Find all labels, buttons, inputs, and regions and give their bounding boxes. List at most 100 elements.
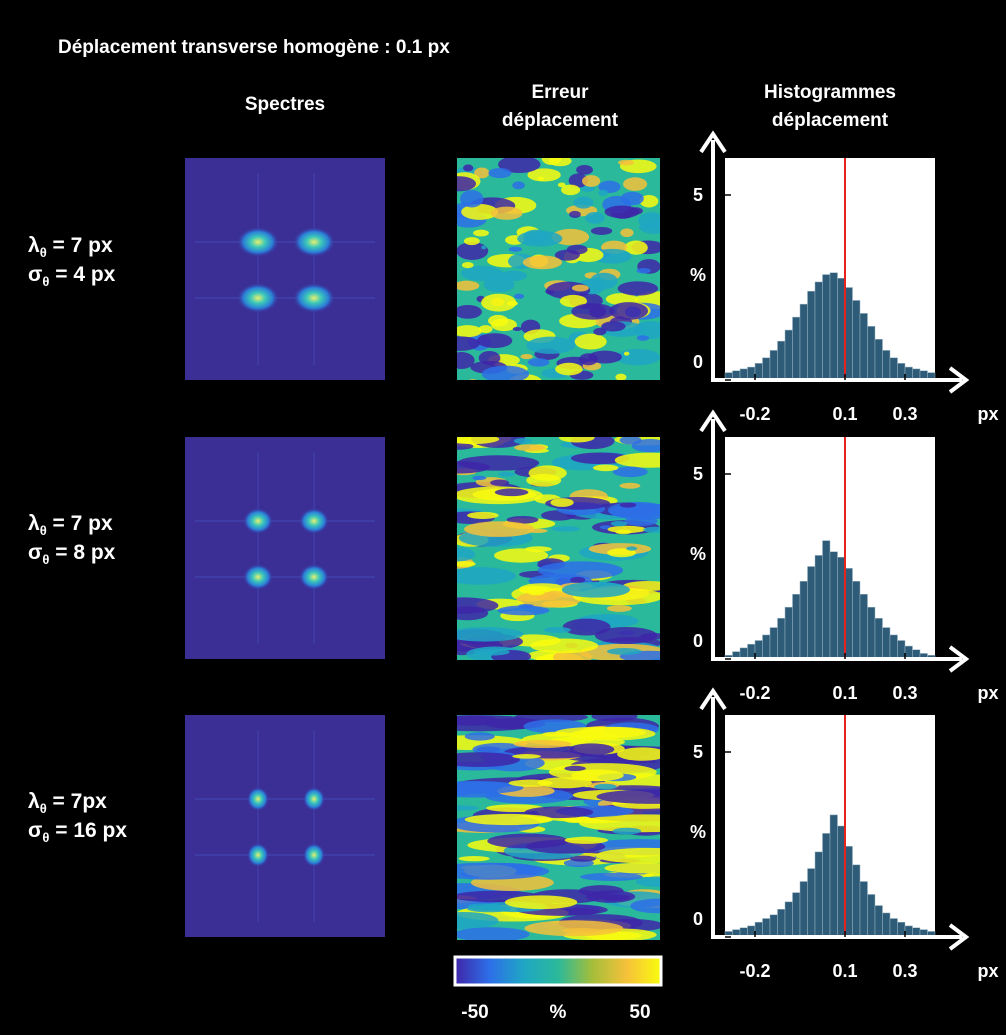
row-label: λθ = 7px — [28, 790, 107, 816]
error-map-blob — [639, 194, 659, 208]
histogram-bar — [769, 914, 778, 938]
spectrum-peak — [237, 283, 279, 313]
error-map-blob — [457, 805, 479, 811]
error-map-blob — [512, 754, 542, 759]
spectrum-peak — [299, 564, 329, 590]
error-map-blob — [638, 220, 660, 234]
error-map-blob — [580, 872, 643, 881]
error-map-blob — [590, 272, 618, 290]
error-map-blob — [635, 876, 660, 887]
error-map-blob — [604, 862, 660, 874]
row-label-subscript: θ — [42, 830, 49, 845]
row-label-text: = 7 px — [47, 512, 113, 535]
row-label-symbol: λ — [28, 234, 40, 257]
histogram-bar — [807, 868, 816, 938]
error-map-blob — [514, 293, 525, 299]
error-map-blob — [619, 482, 641, 489]
error-map-blob — [606, 604, 632, 612]
y-axis-arrow — [699, 409, 727, 433]
y-tick-label: 5 — [693, 185, 703, 205]
error-map-blob — [571, 769, 624, 782]
error-map-blob — [520, 354, 533, 360]
histogram-bar — [784, 606, 793, 660]
x-tick-label: 0.3 — [892, 683, 917, 703]
error-map-blob — [561, 184, 581, 196]
error-map-blob — [522, 255, 563, 270]
histogram-bar — [762, 357, 771, 381]
error-map-blob — [457, 927, 530, 940]
spectrum-peak — [293, 227, 335, 257]
error-map — [457, 715, 660, 940]
error-map-blob — [457, 442, 474, 450]
error-map-blob — [590, 226, 613, 235]
error-map-blob — [498, 471, 515, 477]
error-map-blob — [609, 503, 660, 520]
error-map-blob — [615, 373, 627, 380]
histogram-bar — [852, 300, 861, 381]
error-map-blob — [558, 437, 595, 443]
error-map-blob — [494, 548, 549, 563]
error-map-blob — [464, 732, 495, 741]
y-axis-arrow — [699, 687, 727, 711]
error-map-blob — [620, 228, 634, 238]
histogram-bar — [844, 287, 853, 381]
error-map-blob — [514, 444, 546, 452]
error-map-blob — [457, 781, 524, 794]
error-map-blob — [506, 515, 539, 524]
error-map-blob — [481, 293, 517, 312]
y-axis-label: % — [690, 544, 706, 564]
error-map-blob — [481, 245, 487, 250]
x-tick-label: -0.2 — [739, 961, 770, 981]
error-map-blob — [626, 546, 638, 551]
error-map-blob — [469, 379, 477, 380]
error-map-blob — [461, 204, 499, 220]
error-map-blob — [524, 806, 594, 819]
row-label-symbol: σ — [28, 263, 42, 286]
histogram-bar — [754, 363, 763, 381]
histogram-bar — [889, 357, 898, 381]
error-map-blob — [537, 561, 624, 580]
error-map-blob — [537, 176, 545, 181]
error-map-blob — [615, 529, 632, 535]
histogram-bar — [769, 350, 778, 381]
error-map-blob — [457, 561, 476, 567]
row-label-subscript: θ — [40, 523, 47, 538]
error-map-blob — [555, 726, 647, 739]
error-map-blob — [457, 176, 477, 192]
error-map-blob — [530, 638, 599, 654]
row-label-symbol: σ — [28, 819, 42, 842]
error-map-blob — [598, 189, 609, 197]
histogram-bar — [874, 618, 883, 660]
spectrum-peak — [303, 843, 325, 867]
error-map-blob — [623, 351, 630, 356]
error-map-blob — [579, 353, 598, 366]
spectrum-peak — [237, 227, 279, 257]
error-map-blob — [594, 626, 658, 645]
histogram-bar — [897, 363, 906, 381]
histogram-bar — [889, 634, 898, 660]
error-map-blob — [488, 167, 512, 179]
histogram-bar — [762, 634, 771, 660]
error-map-blob — [630, 898, 660, 914]
error-map-blob — [557, 182, 566, 188]
error-map-blob — [615, 348, 660, 366]
error-map-blob — [460, 265, 504, 282]
error-map-blob — [488, 314, 509, 327]
histogram-bar — [852, 864, 861, 938]
histogram-bar — [882, 912, 891, 938]
error-map-blob — [457, 752, 520, 768]
histogram-bar — [874, 339, 883, 381]
x-axis-label: px — [977, 404, 998, 424]
error-map-blob — [604, 205, 640, 219]
error-map-blob — [497, 158, 541, 174]
error-map-blob — [457, 567, 516, 585]
error-map-blob — [457, 325, 482, 338]
error-map-blob — [585, 211, 605, 224]
error-map-blob — [490, 479, 510, 486]
error-map-blob — [464, 813, 554, 826]
column-header: déplacement — [502, 110, 619, 131]
histogram-bar — [837, 557, 846, 660]
error-map-blob — [457, 627, 524, 642]
colorbar-tick-label: 50 — [629, 1002, 650, 1023]
error-map-blob — [524, 920, 624, 937]
